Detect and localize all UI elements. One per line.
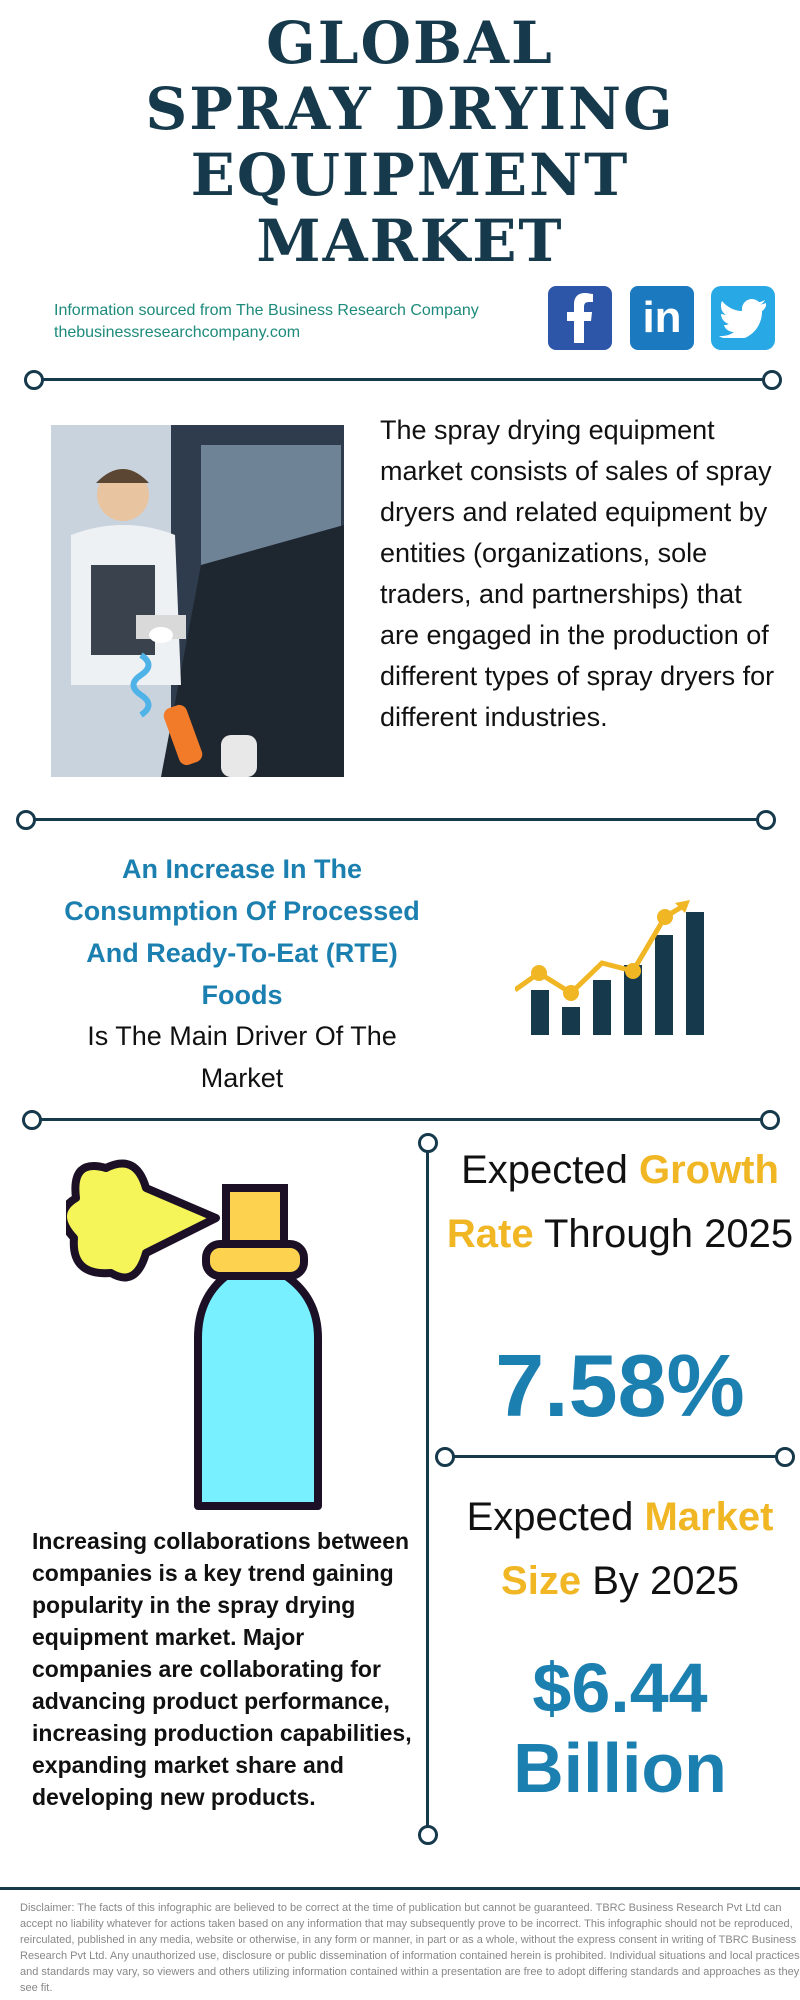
driver-headline: An Increase In The Consumption Of Proces…: [64, 854, 420, 1010]
title-line-1: GLOBAL: [266, 9, 554, 77]
divider-1-dot-left: [24, 370, 44, 390]
growth-label-accent: Growth Rate: [446, 1148, 779, 1256]
footer-divider: [0, 1887, 800, 1890]
size-label-part1: Expected: [466, 1495, 645, 1539]
vertical-divider-dot-top: [418, 1133, 438, 1153]
size-label-accent: Market Size: [501, 1495, 774, 1603]
market-size-value: $6.44 Billion: [440, 1648, 800, 1808]
page-title: GLOBAL SPRAY DRYING EQUIPMENT MARKET: [0, 10, 800, 274]
divider-2-dot-left: [16, 810, 36, 830]
intro-text: The spray drying equipment market consis…: [380, 415, 775, 732]
source-text: Information sourced from The Business Re…: [54, 302, 479, 319]
divider-stats-dot-right: [775, 1447, 795, 1467]
growth-rate-value: 7.58%: [495, 1336, 745, 1435]
divider-2: [25, 818, 765, 821]
size-label-part2: By 2025: [581, 1559, 739, 1603]
worker-spraying-photo: [51, 425, 344, 777]
linkedin-icon[interactable]: in: [630, 286, 694, 350]
vertical-divider-dot-bottom: [418, 1825, 438, 1845]
divider-1: [33, 378, 771, 381]
twitter-icon[interactable]: [711, 286, 775, 350]
divider-3-dot-right: [760, 1110, 780, 1130]
linkedin-text: in: [642, 293, 682, 342]
facebook-icon[interactable]: [548, 286, 612, 350]
title-line-3: EQUIPMENT: [190, 141, 630, 209]
disclaimer-text: Disclaimer: The facts of this infographi…: [20, 1902, 800, 1994]
source-url[interactable]: thebusinessresearchcompany.com: [54, 324, 301, 341]
divider-3: [31, 1118, 769, 1121]
divider-2-dot-right: [756, 810, 776, 830]
growth-chart-icon: [513, 895, 715, 1050]
title-line-2: SPRAY DRYING: [145, 75, 675, 143]
driver-subtext: Is The Main Driver Of The Market: [87, 1021, 397, 1093]
trend-text: Increasing collaborations between compan…: [32, 1528, 412, 1810]
market-size-label: Expected Market Size By 2025: [440, 1485, 800, 1613]
growth-label-part1: Expected: [461, 1148, 639, 1192]
market-size-amount: $6.44: [532, 1649, 708, 1727]
market-size-unit: Billion: [513, 1729, 727, 1807]
divider-1-dot-right: [762, 370, 782, 390]
vertical-divider: [426, 1142, 429, 1834]
title-line-4: MARKET: [256, 207, 564, 275]
growth-rate-label: Expected Growth Rate Through 2025: [440, 1138, 800, 1266]
spray-bottle-icon: [59, 1148, 326, 1523]
divider-stats: [444, 1455, 784, 1458]
source-info: Information sourced from The Business Re…: [54, 300, 479, 344]
divider-3-dot-left: [22, 1110, 42, 1130]
divider-stats-dot-left: [435, 1447, 455, 1467]
growth-label-part2: Through 2025: [533, 1212, 794, 1256]
